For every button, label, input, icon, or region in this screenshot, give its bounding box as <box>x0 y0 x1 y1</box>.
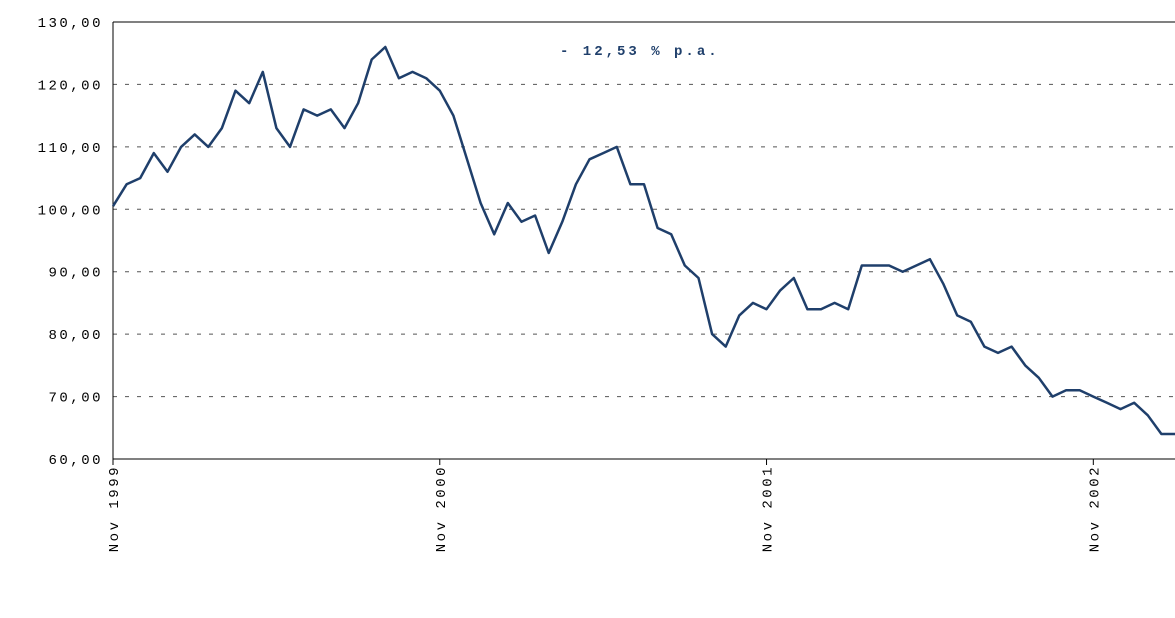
x-tick-label: Nov 2002 <box>1087 465 1103 552</box>
y-tick-label: 70,00 <box>48 391 103 407</box>
y-tick-label: 90,00 <box>48 266 103 282</box>
y-tick-label: 100,00 <box>38 203 103 219</box>
y-tick-label: 130,00 <box>38 16 103 32</box>
y-tick-label: 110,00 <box>38 141 103 157</box>
x-tick-label: Nov 2000 <box>434 465 450 552</box>
x-tick-label: Nov 1999 <box>107 465 123 552</box>
line-series <box>111 45 1175 436</box>
x-tick-label: Nov 2001 <box>761 465 777 552</box>
y-tick-label: 120,00 <box>38 78 103 94</box>
y-tick-label: 60,00 <box>48 453 103 469</box>
annotation: - 12,53 % p.a. <box>560 44 720 60</box>
y-tick-label: 80,00 <box>48 328 103 344</box>
